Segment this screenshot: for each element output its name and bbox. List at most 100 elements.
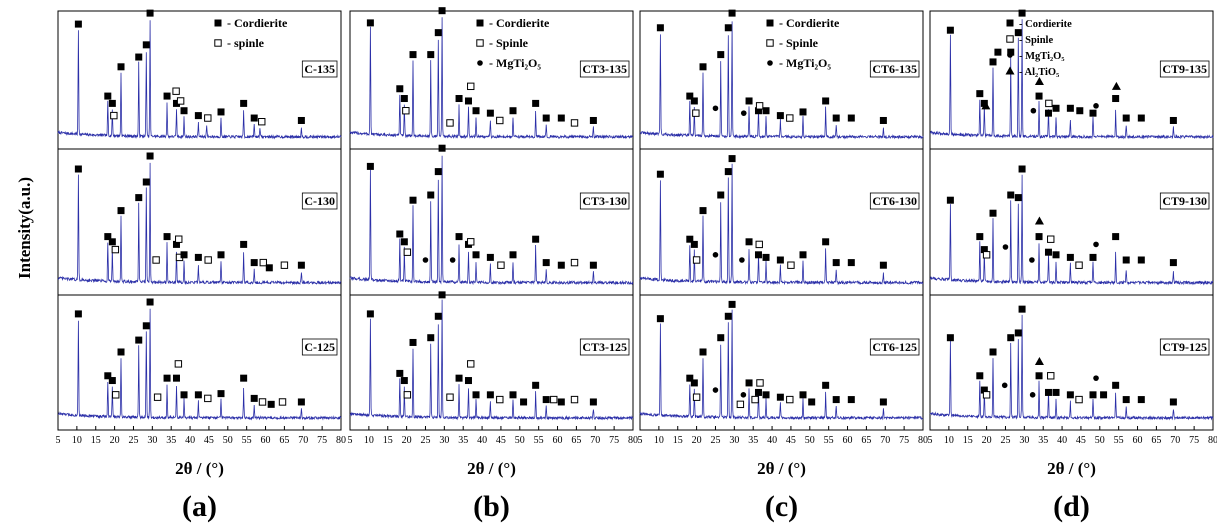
x-tick-label: 65: [279, 435, 289, 446]
cordierite-marker: [464, 377, 472, 385]
cordierite-marker: [1122, 114, 1130, 122]
cordierite-marker: [455, 374, 463, 382]
spinel-marker: [402, 107, 410, 115]
cordierite-marker: [557, 398, 565, 406]
spinel-marker: [766, 39, 774, 47]
spinel-marker: [403, 248, 412, 256]
spinel-marker: [204, 394, 212, 403]
cordierite-marker: [557, 114, 565, 122]
cordierite-marker: [847, 114, 855, 122]
x-tick-label: 25: [128, 435, 138, 446]
x-tick-label: 80: [1208, 435, 1217, 446]
cordierite-marker: [822, 238, 830, 246]
cordierite-marker: [717, 51, 725, 59]
spinel-marker: [175, 235, 183, 243]
spinel-marker: [403, 391, 412, 399]
cordierite-marker: [1006, 19, 1014, 27]
x-tick-label: 75: [609, 435, 619, 446]
cordierite-marker: [267, 400, 275, 408]
al2tio5-marker: [1034, 357, 1044, 365]
x-tick-label: 55: [1114, 435, 1124, 446]
cordierite-marker: [1052, 104, 1060, 112]
x-tick-label: 20: [692, 435, 702, 446]
cordierite-marker: [724, 168, 732, 176]
spinel-marker: [1045, 99, 1053, 108]
series-C-125: C-125: [58, 294, 342, 421]
panel-label: (a): [182, 490, 217, 523]
series-CT9-130: CT9-130: [929, 148, 1214, 286]
xrd-pattern-C-125: [58, 308, 342, 421]
cordierite-marker: [434, 29, 442, 37]
x-tick-label: 75: [317, 435, 327, 446]
cordierite-marker: [879, 261, 887, 269]
cordierite-marker: [728, 9, 736, 17]
mgti2o5-marker: [422, 257, 429, 263]
panel-3: CT9-135 CT9-130 CT9-125 - Cordierite - Spinl…: [928, 9, 1217, 523]
spinel-marker: [496, 116, 504, 125]
cordierite-marker: [745, 238, 753, 246]
cordierite-marker: [194, 112, 202, 120]
legend-entry: - MgTi₂O₅: [489, 56, 541, 70]
x-tick-label: 45: [786, 435, 796, 446]
legend: - Cordierite - Spinle - MgTi₂O₅ - Al₂TiO₅: [1005, 19, 1072, 78]
cordierite-marker: [240, 374, 248, 382]
x-axis-label: 2θ / (°): [467, 459, 516, 478]
x-tick-label: 15: [383, 435, 393, 446]
cordierite-marker: [762, 253, 770, 261]
spinel-marker: [259, 258, 267, 267]
cordierite-marker: [434, 312, 442, 320]
sample-label-box: [579, 192, 630, 210]
cordierite-marker: [194, 391, 202, 399]
spinel-marker: [496, 395, 504, 404]
xrd-pattern-CT3-135: [349, 17, 633, 140]
spinel-marker: [692, 393, 701, 401]
cordierite-marker: [400, 238, 408, 246]
cordierite-marker: [240, 99, 248, 107]
x-tick-label: 80: [918, 435, 928, 446]
spinel-marker: [755, 102, 764, 110]
x-tick-label: 35: [458, 435, 468, 446]
legend-entry: - Spinle: [489, 36, 529, 50]
sample-label-box: [869, 60, 920, 78]
cordierite-marker: [1089, 391, 1097, 399]
panel-frame: [57, 10, 342, 431]
cordierite-marker: [366, 19, 374, 27]
cordierite-marker: [1035, 233, 1043, 241]
x-tick-label: 60: [843, 435, 853, 446]
spinel-marker: [692, 256, 701, 264]
legend-entry: - Al₂TiO₅: [1019, 67, 1059, 78]
spinel-marker: [756, 379, 764, 387]
cordierite-marker: [946, 334, 954, 342]
panel-frame: [929, 10, 1214, 431]
cordierite-marker: [434, 168, 442, 176]
cordierite-marker: [847, 396, 855, 404]
series-CT6-130: CT6-130: [639, 148, 924, 286]
x-tick-label: 65: [1151, 435, 1161, 446]
x-tick-label: 40: [185, 435, 195, 446]
mgti2o5-marker: [1029, 257, 1035, 263]
cordierite-marker: [728, 300, 736, 308]
cordierite-marker: [799, 108, 807, 116]
cordierite-marker: [396, 85, 404, 93]
cordierite-marker: [1014, 194, 1022, 202]
panel-2: CT6-135 CT6-130 CT6-125 - Cordierite - Spinl…: [638, 9, 928, 523]
spinel-marker: [786, 114, 794, 122]
cordierite-marker: [142, 178, 150, 186]
cordierite-marker: [542, 396, 550, 404]
cordierite-marker: [754, 251, 762, 259]
cordierite-marker: [686, 374, 694, 382]
cordierite-marker: [1076, 107, 1084, 115]
spinel-marker: [755, 240, 763, 249]
spinel-marker: [1075, 395, 1083, 404]
x-axis: 5 10 15 20 25 30 35 40 45 50 55 60 65 70 75 80: [638, 426, 928, 446]
x-tick-label: 75: [1189, 435, 1199, 446]
sample-label: CT3-125: [582, 340, 627, 354]
panel-frame: [639, 10, 924, 431]
cordierite-marker: [1122, 256, 1130, 264]
cordierite-marker: [108, 377, 116, 385]
series-CT3-130: CT3-130: [349, 144, 634, 286]
cordierite-marker: [847, 259, 855, 267]
cordierite-marker: [656, 170, 664, 178]
legend: - Cordierite - Spinle - MgTi₂O₅: [766, 16, 840, 70]
